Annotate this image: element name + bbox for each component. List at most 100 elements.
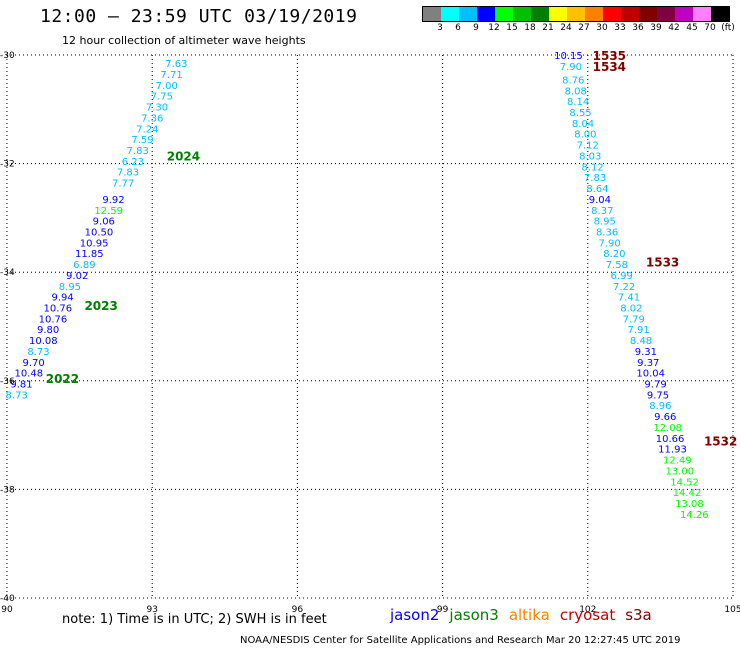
- wave-height-label: 7.12: [577, 141, 599, 152]
- wave-height-label: 8.95: [594, 217, 616, 228]
- wave-height-label: 7.63: [165, 59, 187, 70]
- wave-height-label: 7.75: [151, 92, 173, 103]
- wave-height-label: 10.15: [554, 51, 583, 62]
- wave-height-label: 8.95: [59, 282, 81, 293]
- color-scale-label: 3: [437, 23, 443, 33]
- color-scale-label: 39: [650, 23, 662, 33]
- wave-height-label: 9.79: [644, 380, 666, 391]
- wave-height-label: 8.20: [603, 249, 625, 260]
- color-scale-label: 24: [560, 23, 572, 33]
- wave-height-label: 13.08: [675, 499, 704, 510]
- color-scale-label: 18: [524, 23, 536, 33]
- wave-height-label: 8.00: [574, 130, 596, 141]
- latitude-tick-label: -36: [0, 377, 15, 387]
- wave-height-label: 8.55: [569, 108, 591, 119]
- pass-label: 1535: [593, 49, 626, 63]
- wave-height-label: 7.77: [112, 179, 134, 190]
- color-scale-label: 9: [473, 23, 479, 33]
- satellite-legend: jason2 jason3 altika cryosat s3a: [390, 606, 662, 624]
- pass-label: 2024: [167, 149, 200, 163]
- wave-height-label: 7.58: [606, 260, 628, 271]
- color-swatch: [477, 7, 495, 21]
- wave-height-label: 9.80: [37, 325, 59, 336]
- legend-item: cryosat: [559, 606, 616, 624]
- wave-height-label: 11.85: [75, 249, 104, 260]
- wave-height-label: 8.12: [582, 162, 604, 173]
- color-swatch: [531, 7, 549, 21]
- credit-line: NOAA/NESDIS Center for Satellite Applica…: [240, 635, 681, 646]
- wave-height-label: 7.71: [160, 70, 182, 81]
- wave-height-label: 9.31: [635, 347, 657, 358]
- latitude-tick-label: -40: [0, 594, 15, 604]
- footer-note: note: 1) Time is in UTC; 2) SWH is in fe…: [62, 612, 327, 627]
- wave-height-label: 7.24: [136, 124, 158, 135]
- color-swatch: [711, 7, 729, 21]
- wave-height-label: 14.26: [680, 510, 709, 521]
- color-swatch: [585, 7, 603, 21]
- wave-height-label: 7.90: [560, 62, 582, 73]
- color-scale-label: 42: [668, 23, 680, 33]
- color-swatch: [423, 7, 441, 21]
- longitude-tick-label: 96: [292, 605, 304, 615]
- wave-height-label: 6.89: [73, 260, 95, 271]
- wave-height-label: 9.81: [10, 380, 32, 391]
- wave-height-label: 9.94: [52, 293, 74, 304]
- wave-height-label: 10.04: [636, 369, 665, 380]
- longitude-tick-label: 90: [1, 605, 13, 615]
- longitude-tick-label: 105: [724, 605, 740, 615]
- color-scale-label: 15: [506, 23, 518, 33]
- wave-height-label: 7.83: [584, 173, 606, 184]
- wave-height-label: 11.93: [658, 445, 687, 456]
- wave-height-label: 6.23: [122, 157, 144, 168]
- latitude-tick-label: -32: [0, 160, 15, 170]
- legend-item: altika: [508, 606, 550, 624]
- wave-height-label: 10.08: [29, 336, 58, 347]
- color-scale-labels: 3 6 9 12 15 18 21 24 27 30 33 36 39 42 45 70 (ft): [422, 23, 740, 35]
- wave-height-label: 14.52: [670, 477, 699, 488]
- wave-height-label: 8.08: [565, 86, 587, 97]
- wave-height-label: 8.36: [596, 227, 618, 238]
- color-scale-label: 30: [596, 23, 608, 33]
- wave-height-label: 12.08: [653, 423, 682, 434]
- longitude-tick-label: 102: [579, 605, 596, 615]
- wave-height-label: 7.30: [146, 103, 168, 114]
- wave-height-label: 7.79: [623, 314, 645, 325]
- wave-height-label: 10.48: [14, 369, 43, 380]
- wave-height-label: 10.95: [80, 238, 109, 249]
- wave-height-label: 9.06: [93, 217, 115, 228]
- legend-item: s3a: [625, 606, 652, 624]
- wave-height-label: 7.91: [627, 325, 649, 336]
- wave-height-label: 8.64: [586, 184, 608, 195]
- wave-height-label: 10.76: [43, 303, 72, 314]
- wave-height-label: 8.48: [630, 336, 652, 347]
- longitude-tick-label: 93: [146, 605, 157, 615]
- pass-label: 1533: [646, 255, 679, 269]
- wave-height-label: 7.00: [156, 81, 178, 92]
- wave-height-label: 8.76: [562, 75, 584, 86]
- chart-subtitle: 12 hour collection of altimeter wave hei…: [62, 34, 306, 47]
- color-scale-bar: [422, 6, 730, 22]
- pass-label: 1534: [593, 60, 626, 74]
- color-scale-label: 70: [704, 23, 716, 33]
- color-swatch: [495, 7, 513, 21]
- wave-height-label: 8.96: [649, 401, 671, 412]
- wave-height-label: 9.75: [647, 390, 669, 401]
- pass-label: 2022: [46, 372, 79, 386]
- color-swatch: [513, 7, 531, 21]
- color-swatch: [657, 7, 675, 21]
- latitude-tick-label: -34: [0, 268, 15, 278]
- legend-item: jason3: [449, 606, 499, 624]
- color-swatch: [621, 7, 639, 21]
- color-swatch: [675, 7, 693, 21]
- wave-height-label: 7.83: [117, 168, 139, 179]
- wave-height-label: 7.90: [598, 238, 620, 249]
- color-scale-label: 6: [455, 23, 461, 33]
- pass-label: 1532: [704, 435, 737, 449]
- wave-height-label: 7.22: [613, 282, 635, 293]
- color-scale-label: 27: [578, 23, 590, 33]
- wave-height-label: 8.02: [620, 303, 642, 314]
- wave-height-label: 13.00: [665, 466, 694, 477]
- wave-height-label: 12.59: [94, 206, 123, 217]
- wave-height-label: 8.73: [27, 347, 49, 358]
- wave-height-label: 9.04: [589, 195, 611, 206]
